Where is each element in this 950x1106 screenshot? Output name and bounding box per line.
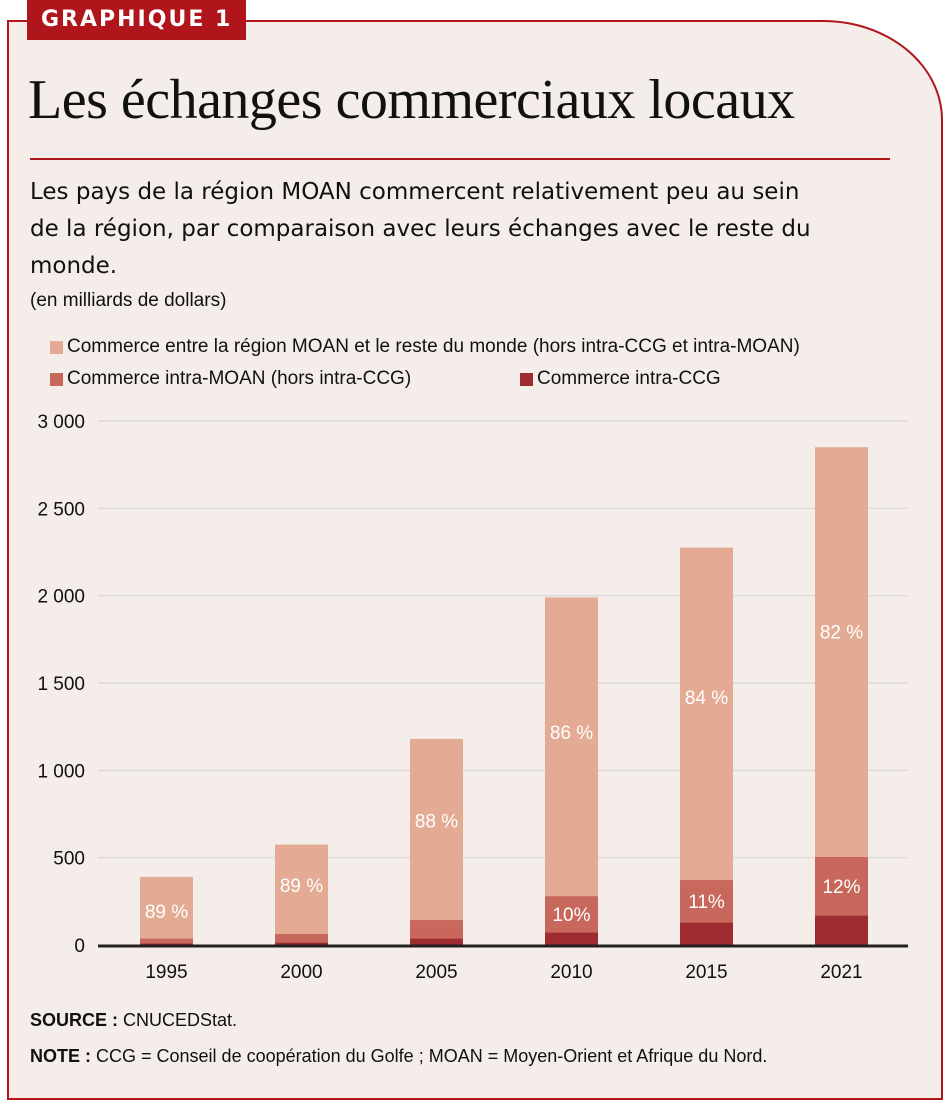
legend-item-intra-ccg: Commerce intra-CCG [520, 368, 721, 390]
bar-segment-rest-of-world [410, 738, 463, 921]
bar-segment-intra-moan [140, 938, 193, 944]
data-label-rest-of-world-share: 84 % [685, 688, 728, 709]
legend-label: Commerce intra-MOAN (hors intra-CCG) [67, 368, 412, 389]
bar-segment-intra-ccg [275, 942, 328, 945]
chart-subtitle: Les pays de la région MOAN commercent re… [30, 179, 811, 279]
data-label-intra-moan-share: 11% [688, 892, 725, 913]
data-label-rest-of-world-share: 89 % [145, 902, 188, 923]
bar-segment-intra-ccg [815, 915, 868, 945]
legend-item-intra-moan: Commerce intra-MOAN (hors intra-CCG) [50, 368, 411, 390]
x-tick-label: 2010 [550, 962, 592, 983]
bar-segment-intra-moan [545, 896, 598, 933]
legend-label: Commerce entre la région MOAN et le rest… [67, 336, 800, 357]
data-label-rest-of-world-share: 82 % [820, 623, 863, 644]
bar-segment-intra-ccg [410, 938, 463, 945]
bar-segment-rest-of-world [275, 844, 328, 934]
legend-item-rest-of-world: Commerce entre la région MOAN et le rest… [50, 336, 800, 358]
legend-swatch [520, 372, 533, 386]
x-tick-label: 2005 [415, 962, 457, 983]
data-label-rest-of-world-share: 89 % [280, 876, 323, 897]
y-tick-label: 2 000 [37, 587, 85, 608]
source-text: CNUCEDStat. [123, 1010, 238, 1030]
bar-segment-rest-of-world [815, 447, 868, 857]
bar-segment-intra-moan [275, 933, 328, 943]
y-tick-label: 500 [53, 849, 85, 870]
x-tick-label: 2015 [685, 962, 727, 983]
definition-note: NOTE : CCG = Conseil de coopération du G… [30, 1046, 767, 1067]
stacked-bar-chart: 0 500 1 000 1 500 2 000 2 500 3 000 89 % 1995 89 … [37, 412, 908, 983]
bar-segment-rest-of-world [140, 876, 193, 939]
y-tick-label: 0 [74, 936, 85, 957]
note-text: CCG = Conseil de coopération du Golfe ; … [96, 1046, 768, 1066]
bar-segment-intra-moan [410, 920, 463, 939]
bar-segment-intra-moan [815, 856, 868, 916]
bar-segment-rest-of-world [545, 597, 598, 897]
data-label-intra-moan-share: 12% [822, 877, 860, 898]
y-tick-label: 2 500 [37, 499, 85, 520]
title-divider [30, 158, 890, 160]
bar-segment-intra-ccg [680, 922, 733, 945]
bar-segment-intra-ccg [545, 932, 598, 945]
y-tick-label: 1 000 [37, 761, 85, 782]
unit-label: (en milliards de dollars) [30, 290, 227, 311]
x-tick-label: 2021 [820, 962, 862, 983]
data-label-rest-of-world-share: 88 % [415, 811, 458, 832]
chart-title: Les échanges commerciaux locaux [28, 69, 795, 131]
data-label-rest-of-world-share: 86 % [550, 723, 593, 744]
y-tick-label: 1 500 [37, 674, 85, 695]
source-label: SOURCE : [30, 1010, 119, 1030]
source-note: SOURCE : CNUCEDStat. [30, 1010, 237, 1031]
x-tick-label: 2000 [280, 962, 322, 983]
graphic-number-badge: GRAPHIQUE 1 [27, 0, 247, 40]
legend-label: Commerce intra-CCG [537, 368, 721, 389]
legend-swatch [50, 340, 63, 354]
x-tick-label: 1995 [145, 962, 187, 983]
data-label-intra-moan-share: 10% [552, 905, 590, 926]
bar-segment-rest-of-world [680, 547, 733, 881]
bar-segment-intra-ccg [140, 943, 193, 945]
bar-segment-intra-moan [680, 880, 733, 923]
legend-swatch [50, 372, 63, 386]
note-label: NOTE : [30, 1046, 91, 1066]
y-tick-label: 3 000 [37, 412, 85, 433]
